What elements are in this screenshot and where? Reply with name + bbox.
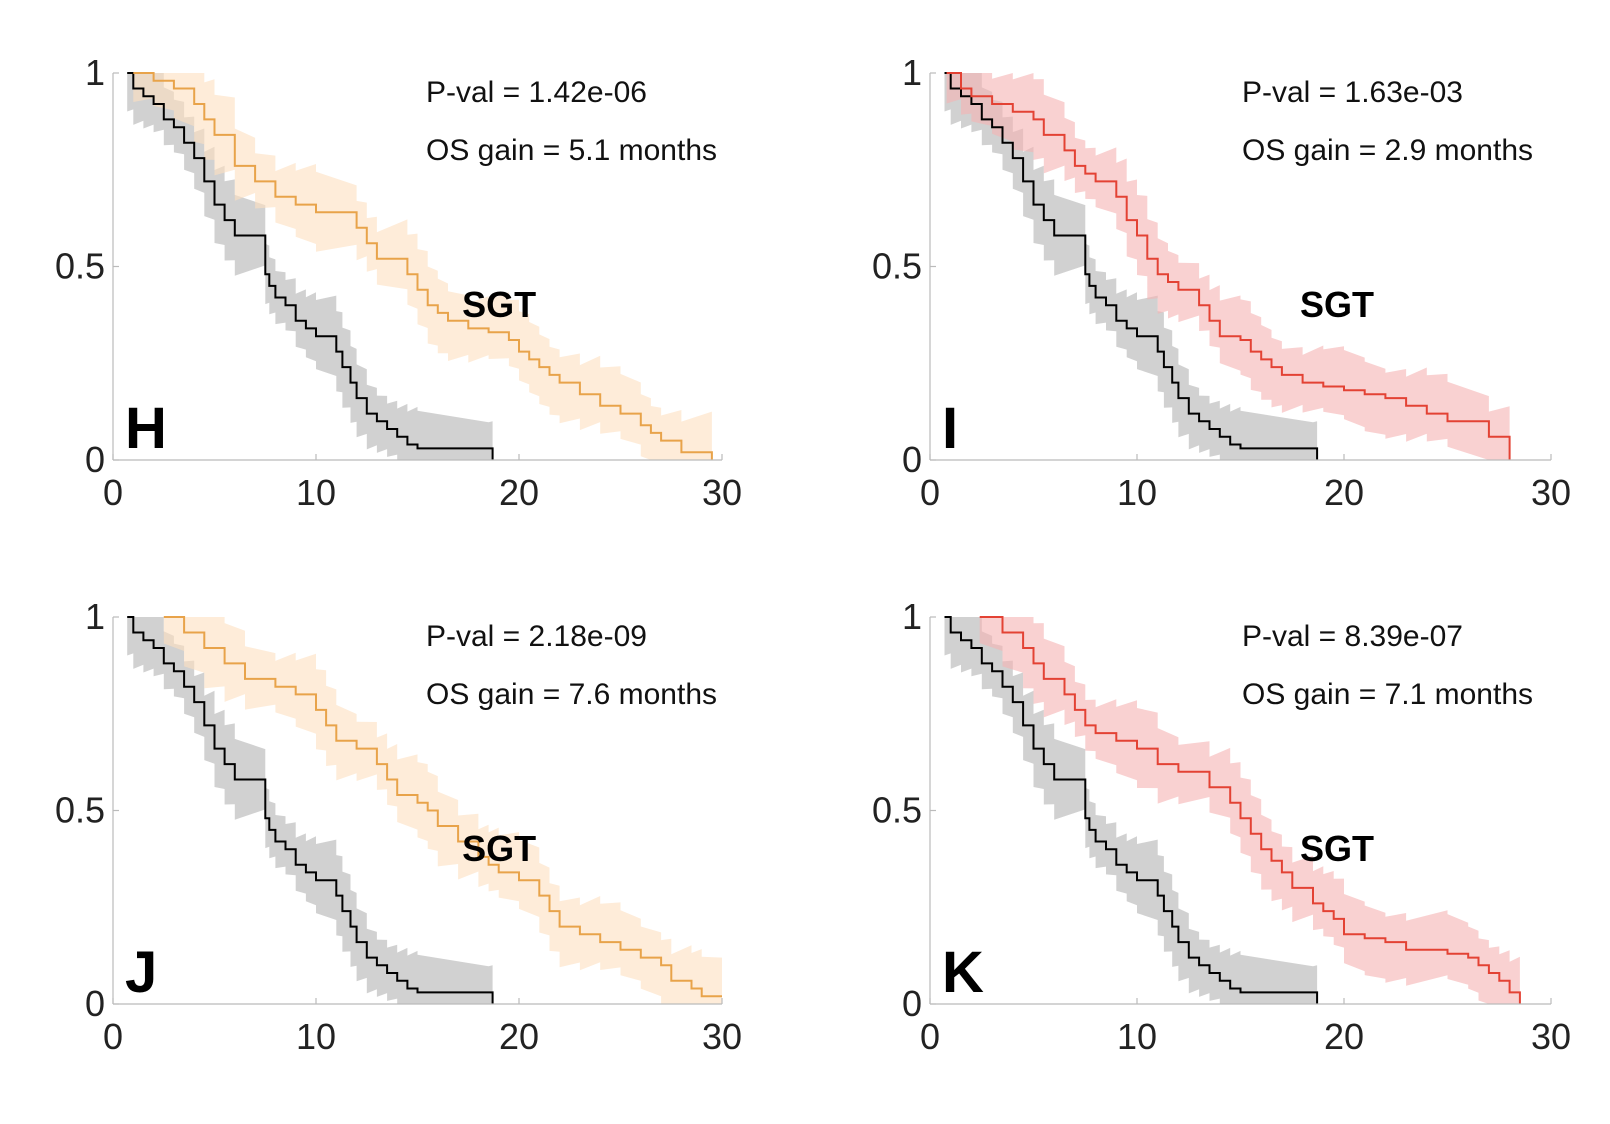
cohort-label: SGT: [462, 284, 536, 325]
y-tick-label: 0: [85, 983, 105, 1024]
red-survival-curve: [979, 616, 1521, 1004]
x-tick-label: 20: [1324, 1016, 1364, 1057]
panel-letter: J: [125, 940, 157, 1005]
confidence-bands: [944, 73, 1510, 460]
survival-curves: [127, 72, 713, 460]
y-tick-label: 1: [902, 596, 922, 637]
panel-letter: I: [942, 396, 958, 461]
x-tick-label: 10: [296, 1016, 336, 1057]
cohort-label: SGT: [462, 828, 536, 869]
y-tick-label: 0: [85, 439, 105, 480]
x-tick-label: 0: [103, 472, 123, 513]
orange-survival-curve: [133, 72, 713, 460]
x-tick-label: 30: [1531, 472, 1571, 513]
red-confidence-band: [979, 617, 1520, 1004]
y-tick-label: 1: [85, 52, 105, 93]
y-tick-label: 0.5: [55, 790, 105, 831]
os-gain-label: OS gain = 5.1 months: [426, 134, 717, 167]
x-tick-label: 0: [103, 1016, 123, 1057]
os-gain-label: OS gain = 7.6 months: [426, 678, 717, 711]
x-tick-label: 10: [296, 472, 336, 513]
orange-survival-curve: [163, 616, 722, 998]
y-tick-label: 1: [85, 596, 105, 637]
x-tick-label: 0: [920, 472, 940, 513]
y-tick-label: 0.5: [872, 246, 922, 287]
x-tick-label: 30: [1531, 1016, 1571, 1057]
p-value-label: P-val = 1.42e-06: [426, 76, 647, 109]
confidence-bands: [127, 73, 712, 460]
y-tick-label: 0: [902, 439, 922, 480]
survival-curves: [944, 72, 1511, 460]
y-tick-label: 0.5: [872, 790, 922, 831]
confidence-bands: [944, 617, 1520, 1004]
os-gain-label: OS gain = 7.1 months: [1242, 678, 1533, 711]
y-tick-label: 0: [902, 983, 922, 1024]
survival-curves: [127, 616, 722, 1004]
control-confidence-band: [127, 73, 493, 460]
red-confidence-band: [946, 73, 1510, 460]
p-value-label: P-val = 2.18e-09: [426, 620, 647, 653]
y-tick-label: 0.5: [55, 246, 105, 287]
cohort-label: SGT: [1300, 828, 1374, 869]
panel-letter: H: [125, 396, 167, 461]
cohort-label: SGT: [1300, 284, 1374, 325]
km-panel-j: 0 10 20 30 0 0.5 1 P-val = 2.18e-09 OS gain = 7.…: [55, 596, 742, 1057]
control-survival-curve: [944, 616, 1319, 1004]
x-tick-label: 20: [1324, 472, 1364, 513]
control-confidence-band: [944, 617, 1318, 1004]
panel-letter: K: [942, 940, 984, 1005]
orange-confidence-band: [133, 73, 712, 460]
orange-confidence-band: [163, 617, 723, 1004]
km-panel-i: 0 10 20 30 0 0.5 1 P-val = 1.63e-03 OS gain = 2.…: [872, 52, 1571, 513]
control-confidence-band: [944, 73, 1318, 460]
x-tick-label: 0: [920, 1016, 940, 1057]
x-tick-label: 10: [1117, 1016, 1157, 1057]
x-tick-label: 30: [702, 1016, 742, 1057]
red-survival-curve: [946, 72, 1511, 460]
km-panel-k: 0 10 20 30 0 0.5 1 P-val = 8.39e-07 OS gain = 7.…: [872, 596, 1571, 1057]
x-tick-label: 20: [499, 1016, 539, 1057]
p-value-label: P-val = 8.39e-07: [1242, 620, 1463, 653]
confidence-bands: [127, 617, 723, 1004]
km-panel-h: 0 10 20 30 0 0.5 1 P-val = 1.42e-06 OS gain = 5.…: [55, 52, 742, 513]
y-tick-label: 1: [902, 52, 922, 93]
control-survival-curve: [127, 72, 494, 460]
control-confidence-band: [127, 617, 493, 1004]
p-value-label: P-val = 1.63e-03: [1242, 76, 1463, 109]
x-tick-label: 20: [499, 472, 539, 513]
x-tick-label: 30: [702, 472, 742, 513]
survival-curves: [944, 616, 1521, 1004]
x-tick-label: 10: [1117, 472, 1157, 513]
control-survival-curve: [127, 616, 494, 1004]
os-gain-label: OS gain = 2.9 months: [1242, 134, 1533, 167]
control-survival-curve: [944, 72, 1319, 460]
